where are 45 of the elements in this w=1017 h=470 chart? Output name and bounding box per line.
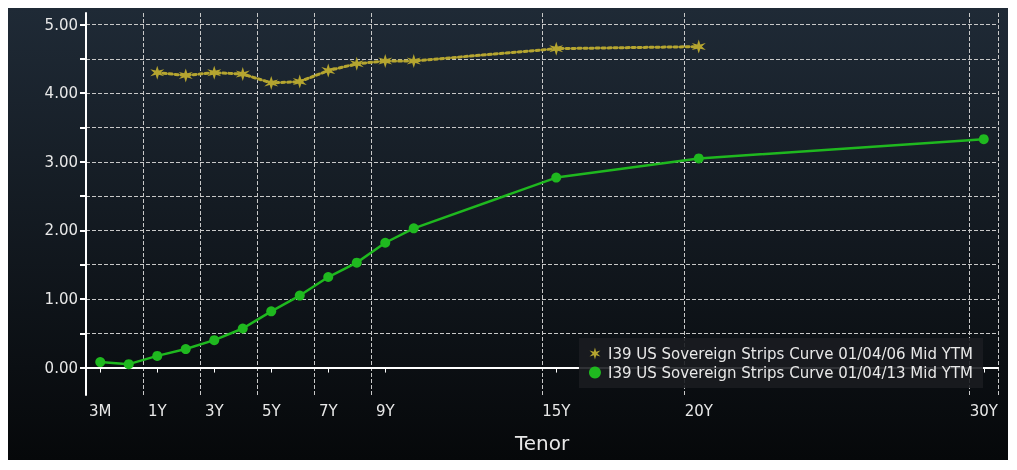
point: [323, 272, 334, 283]
x-tick-label: 15Y: [542, 401, 572, 420]
point: [378, 54, 393, 69]
point: [978, 134, 989, 145]
y-tick-label: 2.00: [44, 221, 78, 240]
point: [150, 65, 165, 80]
x-axis-title: Tenor: [513, 431, 570, 455]
point: [237, 323, 248, 334]
x-tick-label: 30Y: [969, 401, 999, 420]
y-tick-label: 5.00: [44, 15, 78, 34]
point: [207, 65, 222, 80]
y-tick-label: 0.00: [44, 358, 78, 377]
x-tick-label: 5Y: [261, 401, 282, 420]
point: [691, 39, 706, 54]
point: [551, 172, 562, 183]
point: [235, 67, 250, 82]
legend-label: I39 US Sovereign Strips Curve 01/04/06 Mid YTM: [607, 344, 973, 363]
point: [693, 153, 704, 164]
x-tick-label: 20Y: [684, 401, 714, 420]
y-tick-label: 4.00: [44, 84, 78, 103]
point: [180, 344, 191, 355]
point: [351, 257, 362, 268]
point: [209, 335, 220, 346]
point: [264, 75, 279, 90]
point: [349, 56, 364, 71]
x-tick-label: 7Y: [318, 401, 339, 420]
y-tick-label: 3.00: [44, 152, 78, 171]
y-tick-label: 1.00: [44, 289, 78, 308]
legend-label: I39 US Sovereign Strips Curve 01/04/13 Mid YTM: [607, 363, 973, 382]
point: [549, 41, 564, 56]
x-tick-label: 9Y: [375, 401, 396, 420]
point: [408, 223, 419, 234]
x-tick-label: 3M: [89, 401, 112, 420]
point: [292, 74, 307, 89]
point: [380, 237, 391, 248]
point: [406, 54, 421, 69]
point: [152, 350, 163, 361]
point: [95, 357, 106, 368]
x-tick-label: 1Y: [147, 401, 168, 420]
point: [294, 290, 305, 301]
point: [178, 68, 193, 83]
point: [123, 359, 134, 370]
x-tick-label: 3Y: [204, 401, 225, 420]
point: [321, 63, 336, 78]
point: [266, 306, 277, 317]
